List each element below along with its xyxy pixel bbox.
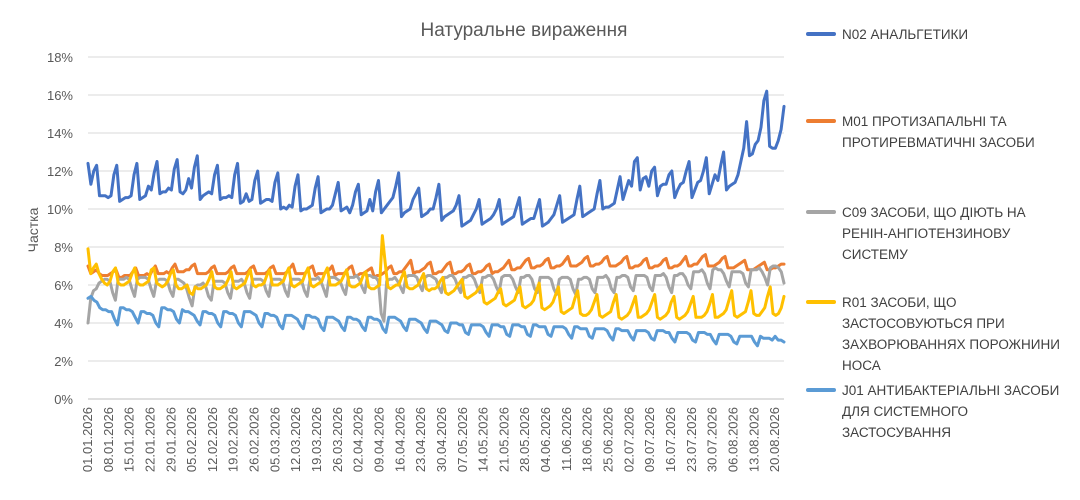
x-tick-label: 08.01.2026 bbox=[101, 407, 116, 472]
x-tick-label: 11.06.2026 bbox=[559, 407, 574, 471]
x-tick-label: 04.06.2026 bbox=[538, 407, 553, 472]
x-tick-label: 02.04.2026 bbox=[351, 407, 366, 472]
legend-swatch bbox=[806, 210, 836, 214]
x-tick-label: 18.06.2026 bbox=[580, 407, 595, 472]
x-tick-label: 19.03.2026 bbox=[309, 407, 324, 472]
x-tick-label: 12.03.2026 bbox=[288, 407, 303, 472]
series-line-4 bbox=[86, 234, 786, 321]
x-tick-label: 21.05.2026 bbox=[496, 407, 511, 472]
y-tick-label: 0% bbox=[54, 392, 73, 407]
x-tick-label: 01.01.2026 bbox=[80, 407, 95, 472]
legend-swatch bbox=[806, 300, 836, 304]
y-tick-label: 4% bbox=[54, 316, 73, 331]
x-tick-label: 19.02.2026 bbox=[226, 407, 241, 472]
legend-swatch bbox=[806, 32, 836, 36]
series-lines bbox=[86, 89, 786, 348]
x-tick-label: 20.08.2026 bbox=[767, 407, 782, 472]
legend-label: N02 АНАЛЬГЕТИКИ bbox=[842, 27, 969, 42]
x-tick-label: 15.01.2026 bbox=[122, 407, 137, 472]
y-tick-label: 12% bbox=[47, 164, 73, 179]
y-tick-label: 2% bbox=[54, 354, 73, 369]
y-tick-label: 18% bbox=[47, 50, 73, 65]
x-tick-label: 16.04.2026 bbox=[392, 407, 407, 472]
x-tick-label: 23.04.2026 bbox=[413, 407, 428, 472]
chart-title: Натуральне вираження bbox=[421, 20, 628, 41]
x-tick-label: 05.02.2026 bbox=[184, 407, 199, 472]
legend-label: J01 АНТИБАКТЕРІАЛЬНІ ЗАСОБИ ДЛЯ СИСТЕМНО… bbox=[842, 383, 1060, 440]
x-axis-ticks: 01.01.2026 08.01.2026 15.01.2026 22.01.2026… bbox=[80, 407, 782, 472]
y-axis-label: Частка bbox=[25, 207, 41, 252]
x-tick-label: 22.01.2026 bbox=[142, 407, 157, 472]
y-tick-label: 8% bbox=[54, 240, 73, 255]
x-tick-label: 13.08.2026 bbox=[746, 407, 761, 472]
gridlines bbox=[88, 56, 784, 400]
x-tick-label: 30.07.2026 bbox=[705, 407, 720, 472]
x-tick-label: 28.05.2026 bbox=[517, 407, 532, 472]
y-tick-label: 10% bbox=[47, 202, 73, 217]
series-line-2 bbox=[86, 253, 786, 279]
y-tick-label: 14% bbox=[47, 126, 73, 141]
y-tick-label: 16% bbox=[47, 88, 73, 103]
legend-swatch bbox=[806, 119, 836, 123]
x-tick-label: 26.02.2026 bbox=[247, 407, 262, 472]
y-tick-label: 6% bbox=[54, 278, 73, 293]
x-tick-label: 09.04.2026 bbox=[371, 407, 386, 472]
series-line-5 bbox=[86, 294, 786, 348]
legend-label: M01 ПРОТИЗАПАЛЬНІ ТА ПРОТИРЕВМАТИЧНІ ЗАС… bbox=[842, 114, 1035, 150]
x-tick-label: 05.03.2026 bbox=[267, 407, 282, 472]
x-tick-label: 25.06.2026 bbox=[601, 407, 616, 472]
x-tick-label: 23.07.2026 bbox=[684, 407, 699, 472]
x-tick-label: 26.03.2026 bbox=[330, 407, 345, 472]
x-tick-label: 09.07.2026 bbox=[642, 407, 657, 472]
x-tick-label: 30.04.2026 bbox=[434, 407, 449, 472]
series-line-1 bbox=[86, 89, 786, 228]
y-axis-ticks: 0% 2% 4% 6% 8% 10% 12% 14% 16% 18% bbox=[47, 50, 73, 407]
x-tick-label: 02.07.2026 bbox=[621, 407, 636, 472]
x-tick-label: 07.05.2026 bbox=[455, 407, 470, 472]
legend-swatch bbox=[806, 388, 836, 392]
x-tick-label: 29.01.2026 bbox=[163, 407, 178, 472]
x-tick-label: 06.08.2026 bbox=[725, 407, 740, 472]
x-tick-label: 14.05.2026 bbox=[476, 407, 491, 472]
x-tick-label: 12.02.2026 bbox=[205, 407, 220, 472]
x-tick-label: 16.07.2026 bbox=[663, 407, 678, 472]
legend-label: R01 ЗАСОБИ, ЩО ЗАСТОСОВУЮТЬСЯ ПРИ ЗАХВОР… bbox=[842, 295, 1060, 373]
legend-label: C09 ЗАСОБИ, ЩО ДІЮТЬ НА РЕНІН-АНГІОТЕНЗИ… bbox=[842, 205, 1026, 262]
series-line-3 bbox=[86, 264, 786, 325]
